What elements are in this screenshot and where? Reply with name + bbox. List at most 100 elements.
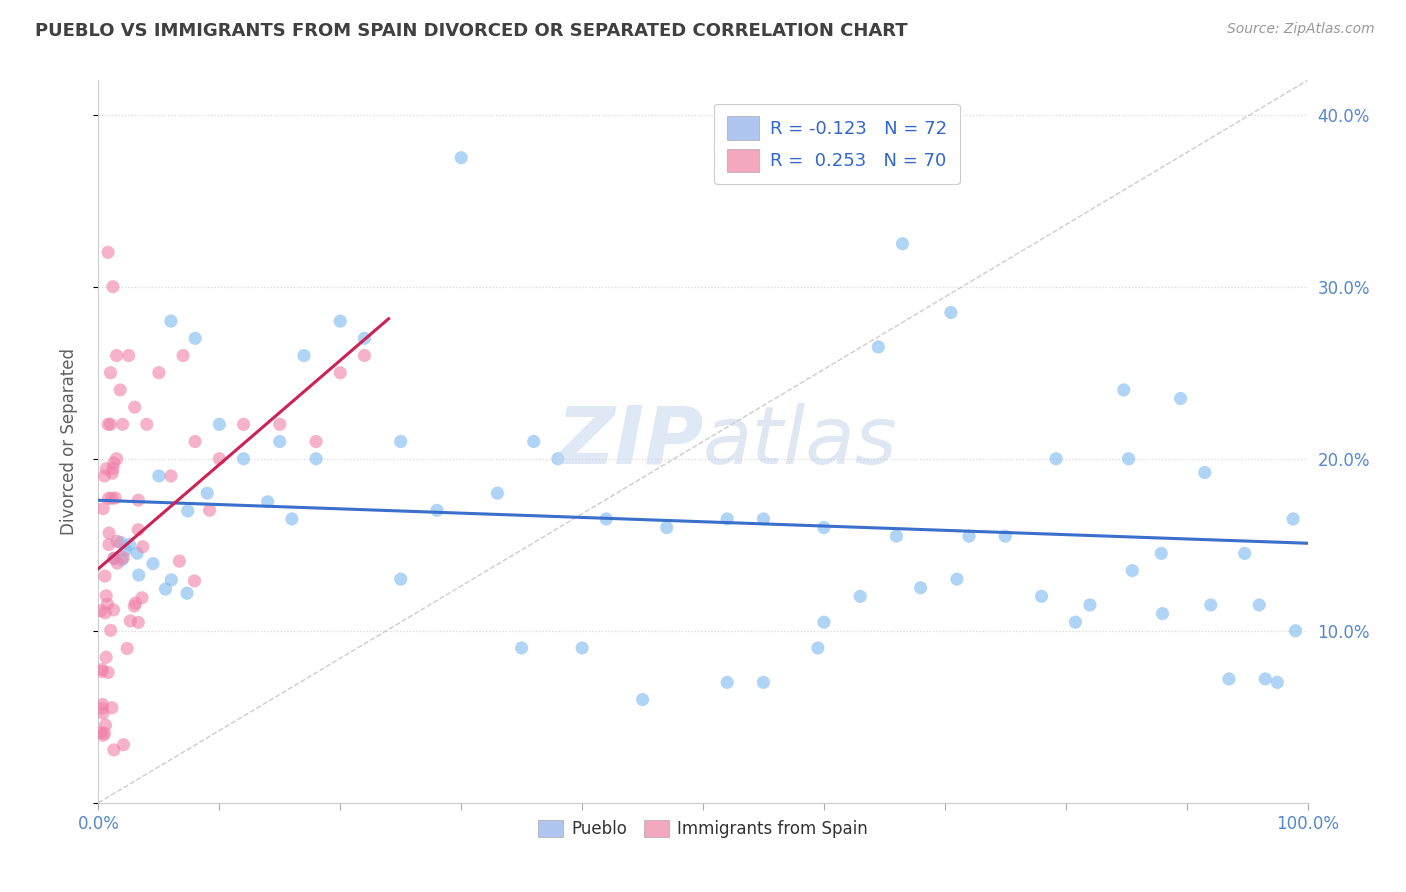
- Point: [128, 568, 150, 582]
- Point: [91, 706, 114, 721]
- Point: [94, 650, 117, 665]
- Point: [97, 491, 120, 506]
- Point: [450, 151, 472, 165]
- Point: [93, 469, 115, 483]
- Point: [910, 581, 932, 595]
- Point: [353, 331, 375, 345]
- Point: [184, 434, 207, 449]
- Point: [127, 523, 149, 537]
- Point: [232, 451, 254, 466]
- Point: [105, 534, 128, 549]
- Point: [96, 589, 118, 603]
- Point: [104, 491, 127, 505]
- Point: [112, 550, 135, 565]
- Point: [510, 640, 533, 655]
- Point: [98, 526, 121, 541]
- Point: [177, 504, 200, 518]
- Point: [571, 640, 593, 655]
- Point: [127, 615, 149, 630]
- Point: [91, 701, 114, 715]
- Point: [127, 493, 149, 508]
- Point: [97, 417, 120, 432]
- Text: ZIP: ZIP: [555, 402, 703, 481]
- Point: [112, 738, 135, 752]
- Point: [127, 546, 149, 560]
- Point: [91, 698, 114, 712]
- Point: [93, 726, 115, 740]
- Point: [169, 554, 191, 568]
- Point: [946, 572, 969, 586]
- Point: [208, 451, 231, 466]
- Point: [389, 434, 412, 449]
- Point: [305, 451, 328, 466]
- Point: [716, 512, 738, 526]
- Point: [105, 451, 128, 466]
- Point: [1254, 672, 1277, 686]
- Point: [118, 349, 141, 363]
- Text: Source: ZipAtlas.com: Source: ZipAtlas.com: [1227, 22, 1375, 37]
- Point: [232, 417, 254, 432]
- Point: [100, 366, 122, 380]
- Point: [148, 366, 170, 380]
- Point: [160, 573, 183, 587]
- Point: [132, 540, 155, 554]
- Point: [329, 366, 352, 380]
- Point: [1152, 607, 1174, 621]
- Point: [155, 582, 177, 596]
- Point: [94, 718, 117, 732]
- Point: [523, 434, 546, 449]
- Point: [160, 469, 183, 483]
- Point: [807, 640, 830, 655]
- Point: [101, 461, 124, 475]
- Point: [1170, 392, 1192, 406]
- Point: [752, 512, 775, 526]
- Point: [631, 692, 654, 706]
- Point: [994, 529, 1017, 543]
- Point: [105, 556, 128, 570]
- Point: [91, 663, 114, 677]
- Point: [256, 494, 278, 508]
- Point: [486, 486, 509, 500]
- Point: [90, 604, 112, 618]
- Legend: Pueblo, Immigrants from Spain: Pueblo, Immigrants from Spain: [531, 814, 875, 845]
- Point: [939, 305, 962, 319]
- Point: [160, 314, 183, 328]
- Point: [124, 400, 146, 414]
- Point: [1267, 675, 1289, 690]
- Point: [108, 383, 131, 397]
- Point: [195, 486, 218, 500]
- Point: [96, 597, 118, 611]
- Point: [100, 417, 122, 432]
- Point: [118, 538, 141, 552]
- Point: [103, 551, 125, 566]
- Point: [1112, 383, 1135, 397]
- Text: PUEBLO VS IMMIGRANTS FROM SPAIN DIVORCED OR SEPARATED CORRELATION CHART: PUEBLO VS IMMIGRANTS FROM SPAIN DIVORCED…: [35, 22, 908, 40]
- Point: [1233, 546, 1256, 560]
- Point: [115, 641, 138, 656]
- Point: [1045, 451, 1067, 466]
- Y-axis label: Divorced or Separated: Divorced or Separated: [59, 348, 77, 535]
- Point: [1249, 598, 1271, 612]
- Point: [114, 542, 136, 557]
- Point: [110, 535, 132, 549]
- Point: [101, 700, 124, 714]
- Point: [198, 503, 221, 517]
- Point: [97, 245, 120, 260]
- Point: [184, 331, 207, 345]
- Point: [389, 572, 412, 586]
- Point: [281, 512, 304, 526]
- Point: [1199, 598, 1222, 612]
- Point: [329, 314, 352, 328]
- Point: [172, 349, 194, 363]
- Point: [1078, 598, 1101, 612]
- Point: [100, 624, 122, 638]
- Point: [97, 665, 120, 680]
- Point: [1218, 672, 1240, 686]
- Point: [269, 417, 291, 432]
- Point: [120, 614, 142, 628]
- Point: [1118, 451, 1140, 466]
- Point: [957, 529, 980, 543]
- Point: [868, 340, 890, 354]
- Point: [103, 551, 125, 566]
- Point: [1194, 466, 1216, 480]
